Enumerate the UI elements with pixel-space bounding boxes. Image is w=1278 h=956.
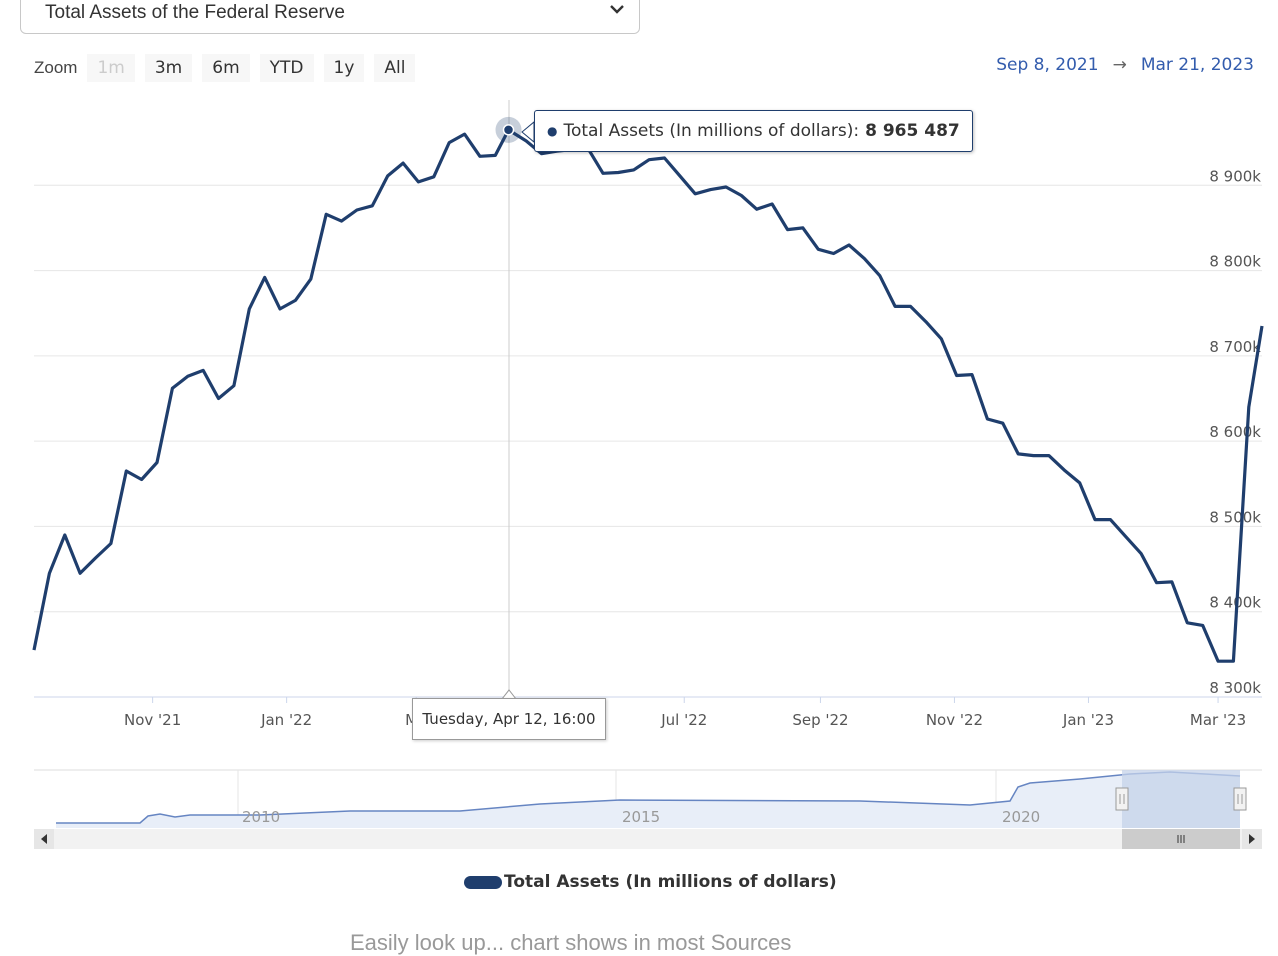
navigator[interactable]: 2010 2015 2020	[34, 769, 1262, 828]
date-tooltip: Tuesday, Apr 12, 16:00	[412, 698, 606, 740]
scrollbar-track	[34, 829, 1262, 849]
date-range: Sep 8, 2021 → Mar 21, 2023	[996, 55, 1254, 75]
range-arrow: →	[1112, 55, 1127, 75]
navigator-area	[56, 772, 1240, 828]
range-from[interactable]: Sep 8, 2021	[996, 55, 1099, 75]
navigator-line	[56, 771, 1241, 824]
zoom-ytd-button[interactable]: YTD	[259, 54, 314, 82]
legend-swatch	[464, 875, 502, 889]
x-tick-label: Jul '22	[660, 711, 707, 729]
y-axis: 8 300k 8 400k 8 500k 8 600k 8 700k 8 800k 8 90…	[1209, 167, 1261, 697]
navigator-mask	[1122, 770, 1240, 828]
y-tick-label: 8 800k	[1209, 253, 1261, 271]
hover-point	[502, 124, 515, 136]
scrollbar[interactable]	[34, 829, 1262, 849]
tooltip-value: 8 965 487	[865, 121, 960, 141]
scroll-right-arrow-icon	[1249, 834, 1255, 844]
y-tick-label: 8 500k	[1209, 508, 1261, 526]
tooltip-series: Total Assets (In millions of dollars):	[563, 121, 860, 141]
x-tick-label: Jan '23	[1062, 711, 1114, 729]
navigator-handle-left[interactable]	[1115, 787, 1129, 811]
x-tick-label: Sep '22	[792, 711, 848, 729]
legend-label: Total Assets (In millions of dollars)	[504, 872, 837, 892]
y-tick-label: 8 400k	[1209, 594, 1261, 612]
navigator-label-2020: 2020	[1002, 808, 1040, 826]
series-line	[32, 128, 1264, 663]
chevron-down-icon	[610, 5, 624, 14]
y-tick-label: 8 300k	[1209, 679, 1261, 697]
point-tooltip: ● Total Assets (In millions of dollars):…	[534, 110, 973, 152]
legend-item[interactable]: Total Assets (In millions of dollars)	[464, 872, 837, 892]
x-tick-label: Nov '22	[926, 711, 983, 729]
zoom-all-button[interactable]: All	[374, 54, 416, 82]
zoom-1y-button[interactable]: 1y	[323, 54, 365, 82]
footer-text: Easily look up... chart shows in most So…	[350, 930, 792, 955]
x-tick-label: Jan '22	[260, 711, 312, 729]
scroll-left-arrow-icon	[41, 834, 47, 844]
zoom-label: Zoom	[34, 58, 78, 77]
series-select-value: Total Assets of the Federal Reserve	[45, 2, 345, 23]
navigator-label-2010: 2010	[242, 808, 280, 826]
zoom-3m-button[interactable]: 3m	[144, 54, 193, 82]
y-tick-label: 8 900k	[1209, 167, 1261, 185]
x-tick-label: Nov '21	[124, 711, 181, 729]
range-to[interactable]: Mar 21, 2023	[1140, 55, 1254, 75]
zoom-bar: Zoom 1m 3m 6m YTD 1y All	[34, 54, 425, 82]
navigator-handle-right[interactable]	[1233, 787, 1247, 811]
y-tick-label: 8 700k	[1209, 338, 1261, 356]
navigator-label-2015: 2015	[622, 808, 660, 826]
x-tick-label: Mar '23	[1190, 711, 1246, 729]
zoom-6m-button[interactable]: 6m	[202, 54, 250, 82]
y-tick-label: 8 600k	[1209, 423, 1261, 441]
series-select[interactable]: Total Assets of the Federal Reserve	[20, 0, 640, 34]
zoom-1m-button[interactable]: 1m	[87, 54, 135, 82]
tooltip-bullet-icon: ●	[547, 124, 558, 138]
